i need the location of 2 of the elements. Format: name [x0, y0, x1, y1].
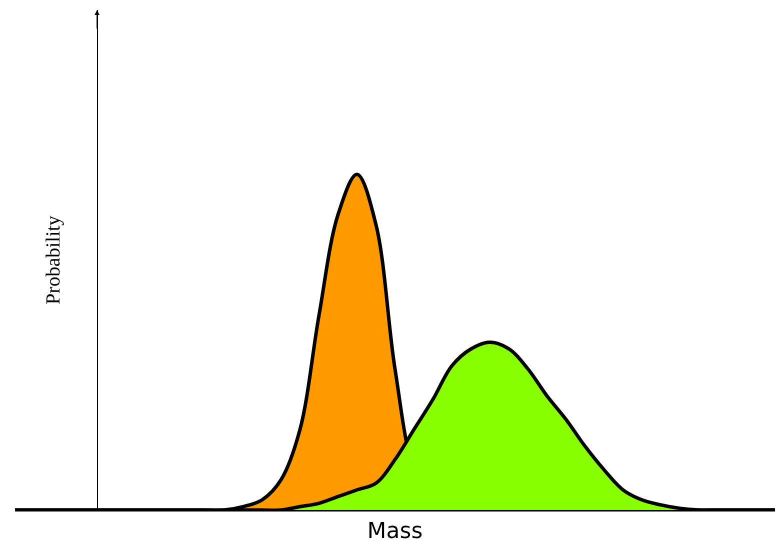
x-axis-title: Mass [367, 518, 423, 544]
y-axis-title: Probability [42, 216, 65, 304]
